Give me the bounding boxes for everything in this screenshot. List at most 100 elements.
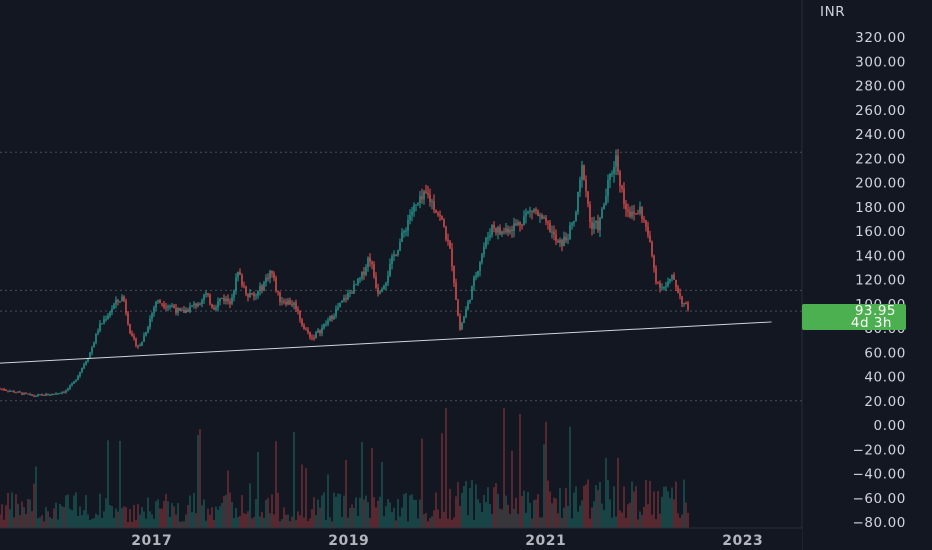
volume-bar bbox=[133, 504, 135, 528]
candle-body bbox=[405, 230, 407, 232]
volume-bar bbox=[37, 518, 39, 528]
candle-body bbox=[259, 285, 261, 291]
candle-body bbox=[275, 278, 277, 291]
candle-body bbox=[115, 299, 117, 305]
volume-bar bbox=[43, 521, 45, 528]
candle-body bbox=[625, 203, 627, 210]
candle-body bbox=[381, 289, 383, 292]
candle-body bbox=[441, 216, 443, 220]
y-tick-label: 140.00 bbox=[855, 248, 906, 264]
candle-body bbox=[179, 308, 181, 311]
y-tick-label: 20.00 bbox=[864, 394, 906, 410]
candle-body bbox=[187, 309, 189, 312]
volume-bar bbox=[263, 517, 265, 528]
volume-bar bbox=[265, 499, 267, 528]
volume-bar bbox=[259, 516, 261, 528]
volume-bar bbox=[349, 508, 351, 528]
candle-body bbox=[673, 274, 675, 280]
candle-body bbox=[505, 228, 507, 233]
candle-body bbox=[287, 300, 289, 305]
candle-body bbox=[131, 333, 133, 337]
candle-body bbox=[497, 227, 499, 233]
volume-bar bbox=[543, 444, 545, 528]
volume-bar bbox=[609, 499, 611, 528]
candle-body bbox=[511, 229, 513, 232]
candle-body bbox=[167, 306, 169, 308]
volume-bar bbox=[373, 497, 375, 528]
volume-bar bbox=[27, 499, 29, 528]
candle-body bbox=[453, 266, 455, 283]
x-tick-label: 2019 bbox=[328, 533, 369, 549]
volume-bar bbox=[497, 493, 499, 528]
candle-body bbox=[221, 297, 223, 299]
volume-bar bbox=[679, 517, 681, 528]
candle-body bbox=[561, 239, 563, 247]
candle-body bbox=[687, 303, 689, 310]
volume-bar bbox=[291, 516, 293, 528]
candle-body bbox=[29, 394, 31, 396]
volume-bar bbox=[425, 512, 427, 528]
candle-body bbox=[157, 300, 159, 302]
trendline[interactable] bbox=[0, 321, 772, 364]
time-axis[interactable]: 2017 2019 2021 2023 bbox=[0, 527, 802, 550]
candle-body bbox=[147, 327, 149, 333]
volume-bar bbox=[445, 408, 447, 528]
volume-bar bbox=[489, 504, 491, 528]
candle-body bbox=[105, 319, 107, 321]
candlesticks bbox=[0, 148, 689, 398]
candle-body bbox=[111, 308, 113, 313]
candle-body bbox=[461, 322, 463, 330]
volume-bar bbox=[577, 511, 579, 528]
candle-body bbox=[17, 391, 19, 393]
volume-bar bbox=[385, 506, 387, 528]
volume-bar bbox=[345, 459, 347, 528]
candle-body bbox=[463, 316, 465, 323]
volume-bar bbox=[481, 512, 483, 528]
candle-body bbox=[315, 332, 317, 338]
volume-bar bbox=[169, 516, 171, 528]
candle-body bbox=[97, 331, 99, 334]
volume-bar bbox=[89, 520, 91, 528]
candle-body bbox=[629, 211, 631, 217]
volume-bar bbox=[305, 468, 307, 528]
volume-bar bbox=[647, 504, 649, 528]
volume-bar bbox=[241, 494, 243, 528]
volume-bar bbox=[479, 503, 481, 528]
candle-body bbox=[305, 328, 307, 330]
volume-bar bbox=[675, 481, 677, 528]
candle-body bbox=[335, 309, 337, 317]
volume-bar bbox=[357, 515, 359, 528]
candle-body bbox=[127, 312, 129, 325]
volume-bar bbox=[137, 504, 139, 528]
volume-bar bbox=[161, 508, 163, 528]
volume-bar bbox=[605, 457, 607, 528]
volume-bar bbox=[641, 514, 643, 528]
candle-body bbox=[57, 393, 59, 395]
volume-bar bbox=[111, 506, 113, 528]
volume-bar bbox=[17, 503, 19, 528]
candle-body bbox=[369, 257, 371, 262]
volume-bar bbox=[33, 483, 35, 528]
volume-bar bbox=[49, 517, 51, 528]
volume-bar bbox=[393, 507, 395, 528]
volume-bar bbox=[67, 494, 69, 528]
volume-bar bbox=[195, 513, 197, 528]
price-axis[interactable]: INR 320.00 300.00 280.00 260.00 240.00 220.00… bbox=[801, 0, 932, 550]
candle-body bbox=[229, 301, 231, 304]
volume-bar bbox=[573, 492, 575, 528]
volume-bar bbox=[1, 504, 3, 528]
candle-body bbox=[19, 391, 21, 393]
volume-bar bbox=[447, 518, 449, 528]
volume-bar bbox=[635, 486, 637, 528]
candle-body bbox=[523, 216, 525, 226]
y-tick-label: 200.00 bbox=[855, 176, 906, 192]
volume-bar bbox=[633, 491, 635, 528]
volume-bar bbox=[63, 507, 65, 528]
candle-body bbox=[257, 290, 259, 296]
volume-bar bbox=[483, 494, 485, 528]
candle-body bbox=[21, 392, 23, 395]
volume-bar bbox=[549, 491, 551, 528]
volume-bar bbox=[103, 511, 105, 528]
candle-body bbox=[447, 239, 449, 242]
